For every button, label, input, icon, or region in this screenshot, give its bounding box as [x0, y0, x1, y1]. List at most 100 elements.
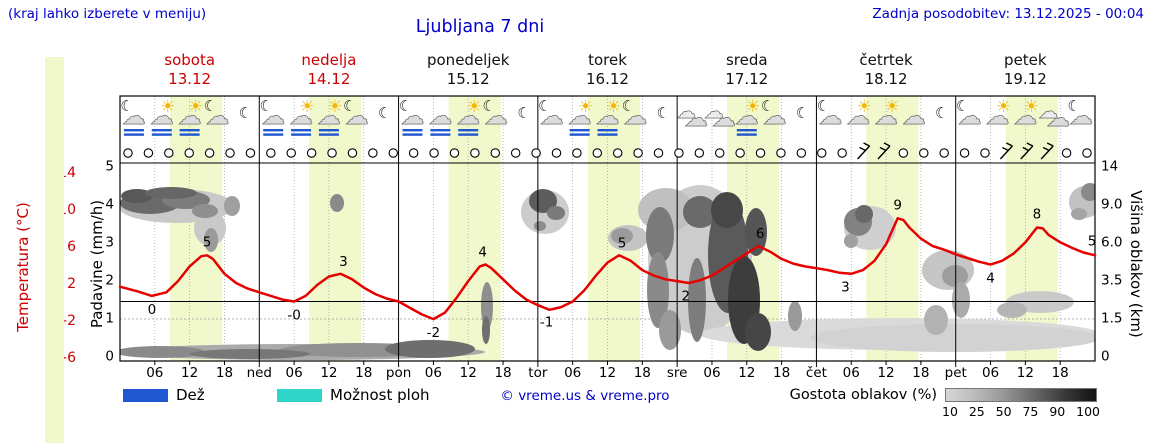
cloud-cover-circle-icon	[266, 148, 276, 158]
cloud-cover-circle-icon	[490, 148, 501, 158]
svg-text:☀: ☀	[1024, 97, 1039, 117]
x-tick-label: 06	[703, 365, 720, 381]
svg-text:☾: ☾	[482, 97, 495, 115]
copyright-link[interactable]: © vreme.us & vreme.pro	[500, 388, 670, 404]
cloud-cover-circle-icon	[164, 148, 174, 158]
svg-text:☀: ☀	[299, 97, 314, 117]
svg-text:☀: ☀	[745, 97, 760, 117]
svg-text:☀: ☀	[884, 97, 899, 117]
cloud-blob	[534, 221, 546, 231]
cloud-cover-circle-icon	[449, 148, 460, 158]
cloud-cover-circle-icon	[1061, 148, 1072, 158]
x-tick-label: 18	[634, 365, 651, 381]
cloud-cover-circle-icon	[327, 148, 337, 158]
showers-legend-label: Možnost ploh	[330, 386, 430, 404]
location-hint: (kraj lahko izberete v meniju)	[8, 6, 207, 22]
day-date: 19.12	[1003, 70, 1047, 88]
cloud-cover-circle-icon	[184, 148, 194, 158]
cloud-blob	[659, 310, 681, 350]
cloud-blob	[788, 301, 802, 331]
cloud-blob	[529, 189, 557, 213]
precip-tick: 2	[105, 273, 114, 289]
precip-tick: 3	[105, 235, 114, 251]
cloud-density-label: Gostota oblakov (%)	[789, 387, 937, 403]
wind-barb-icon	[999, 142, 1013, 160]
temp-extreme-label: -0	[287, 308, 300, 324]
temp-extreme-label: -1	[540, 315, 553, 331]
weather-icon-moon-cloud-rain: ☾☁	[259, 97, 286, 136]
page-title: Ljubljana 7 dni	[415, 17, 545, 37]
x-tick-label: 12	[599, 365, 616, 381]
cloud-cover-circle-icon	[429, 148, 439, 158]
day-header: nedelja 14.12	[259, 51, 398, 93]
weather-icon-sun-cloud: ☀☁	[1013, 97, 1039, 130]
svg-text:☁: ☁	[818, 102, 842, 130]
cloud-blob	[204, 228, 218, 252]
temp-extreme-label: 5	[618, 236, 627, 252]
rain-legend-swatch	[123, 389, 168, 402]
weather-icon-sun-cloud-rain: ☀☁	[149, 97, 175, 136]
weather-icon-sun-cloud: ☀☁	[846, 97, 872, 130]
wind-barb-icon	[1040, 142, 1054, 160]
weather-icon-sun-cloud-rain: ☀☁	[595, 97, 621, 136]
cloud-height-tick: 3.5	[1101, 273, 1122, 289]
svg-text:☾: ☾	[796, 104, 809, 122]
cloud-height-tick: 1.5	[1101, 311, 1122, 327]
density-tick: 10	[942, 404, 958, 419]
temp-extreme-label: 2	[682, 289, 691, 305]
x-tick-label: 06	[982, 365, 999, 381]
svg-text:☁: ☁	[456, 102, 480, 130]
x-tick-label: 06	[146, 365, 163, 381]
chart-frame	[119, 95, 1096, 367]
x-tick-label: čet	[806, 365, 827, 381]
cloud-cover-circle-icon	[551, 148, 562, 158]
cloud-blob	[194, 210, 226, 246]
cloud-density-gradient	[945, 388, 1097, 402]
cloud-blob	[120, 346, 205, 358]
weather-icon-sun-cloud-rain: ☀☁	[177, 97, 203, 136]
x-tick-label: pon	[386, 365, 411, 381]
cloud-layers	[120, 183, 1095, 360]
x-tick-label: tor	[528, 365, 548, 381]
cloud-blob	[192, 204, 218, 218]
wind-barb-icon	[1020, 142, 1034, 160]
svg-text:☁: ☁	[206, 102, 230, 130]
weather-icon-moon: ☾	[796, 104, 809, 122]
cloud-blob	[745, 313, 771, 351]
svg-text:☾: ☾	[517, 104, 530, 122]
cloud-cover-circle-icon	[980, 148, 990, 158]
svg-text:☾: ☾	[538, 97, 551, 115]
temp-extreme-label: 5	[1088, 234, 1097, 250]
density-tick: 50	[995, 404, 1012, 419]
cloud-blob	[482, 316, 490, 344]
left-daylight-strip	[45, 57, 64, 443]
cloud-blob	[1071, 208, 1087, 220]
svg-text:☁: ☁	[958, 102, 982, 130]
svg-text:☁: ☁	[1038, 99, 1058, 123]
day-header: ponedeljek 15.12	[399, 51, 538, 93]
precip-tick: 0	[105, 349, 114, 365]
cloud-blob	[688, 258, 706, 342]
svg-text:☀: ☀	[160, 97, 175, 117]
weather-icon-sun-cloud-rain: ☀☁	[289, 97, 315, 136]
temp-tick: -2	[62, 313, 76, 329]
weather-icon-moon: ☾	[517, 104, 530, 122]
cloud-blob	[683, 196, 717, 228]
cloud-height-tick: 9.0	[1101, 197, 1122, 213]
svg-text:☀: ☀	[857, 97, 872, 117]
weather-icon-moon: ☾	[239, 104, 252, 122]
svg-text:☁: ☁	[428, 102, 452, 130]
svg-text:☁: ☁	[345, 102, 369, 130]
cloud-cover-circle-icon	[225, 148, 235, 158]
day-name: sreda	[725, 51, 768, 69]
cloud-cover-circle-icon	[919, 148, 929, 158]
svg-text:☾: ☾	[259, 97, 272, 115]
svg-text:☁: ☁	[289, 102, 313, 130]
cloud-cover-circle-icon	[796, 148, 807, 158]
svg-text:☁: ☁	[704, 99, 724, 123]
day-header: sreda 17.12	[677, 51, 816, 93]
x-tick-label: ned	[247, 365, 272, 381]
day-name: sobota	[164, 51, 216, 69]
cloud-cover-circle-icon	[1082, 148, 1092, 158]
weather-icon-moon: ☾	[935, 104, 948, 122]
